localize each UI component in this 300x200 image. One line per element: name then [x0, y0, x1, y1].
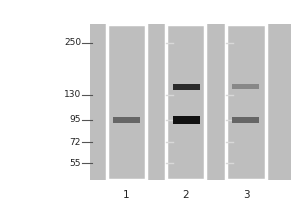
Bar	[167, 24, 206, 180]
Bar	[112, 117, 140, 123]
Text: 95: 95	[70, 115, 81, 124]
Bar	[172, 116, 200, 124]
Text: 130: 130	[64, 90, 81, 99]
Text: 55: 55	[70, 159, 81, 168]
Bar	[226, 24, 266, 180]
Bar	[232, 117, 260, 123]
Bar	[106, 24, 146, 180]
Bar	[90, 24, 291, 180]
Text: 2: 2	[183, 190, 189, 200]
Text: 72: 72	[70, 138, 81, 147]
Text: 3: 3	[243, 190, 249, 200]
Text: 1: 1	[123, 190, 129, 200]
Text: 250: 250	[64, 38, 81, 47]
Bar	[172, 84, 200, 90]
Bar	[232, 84, 260, 89]
